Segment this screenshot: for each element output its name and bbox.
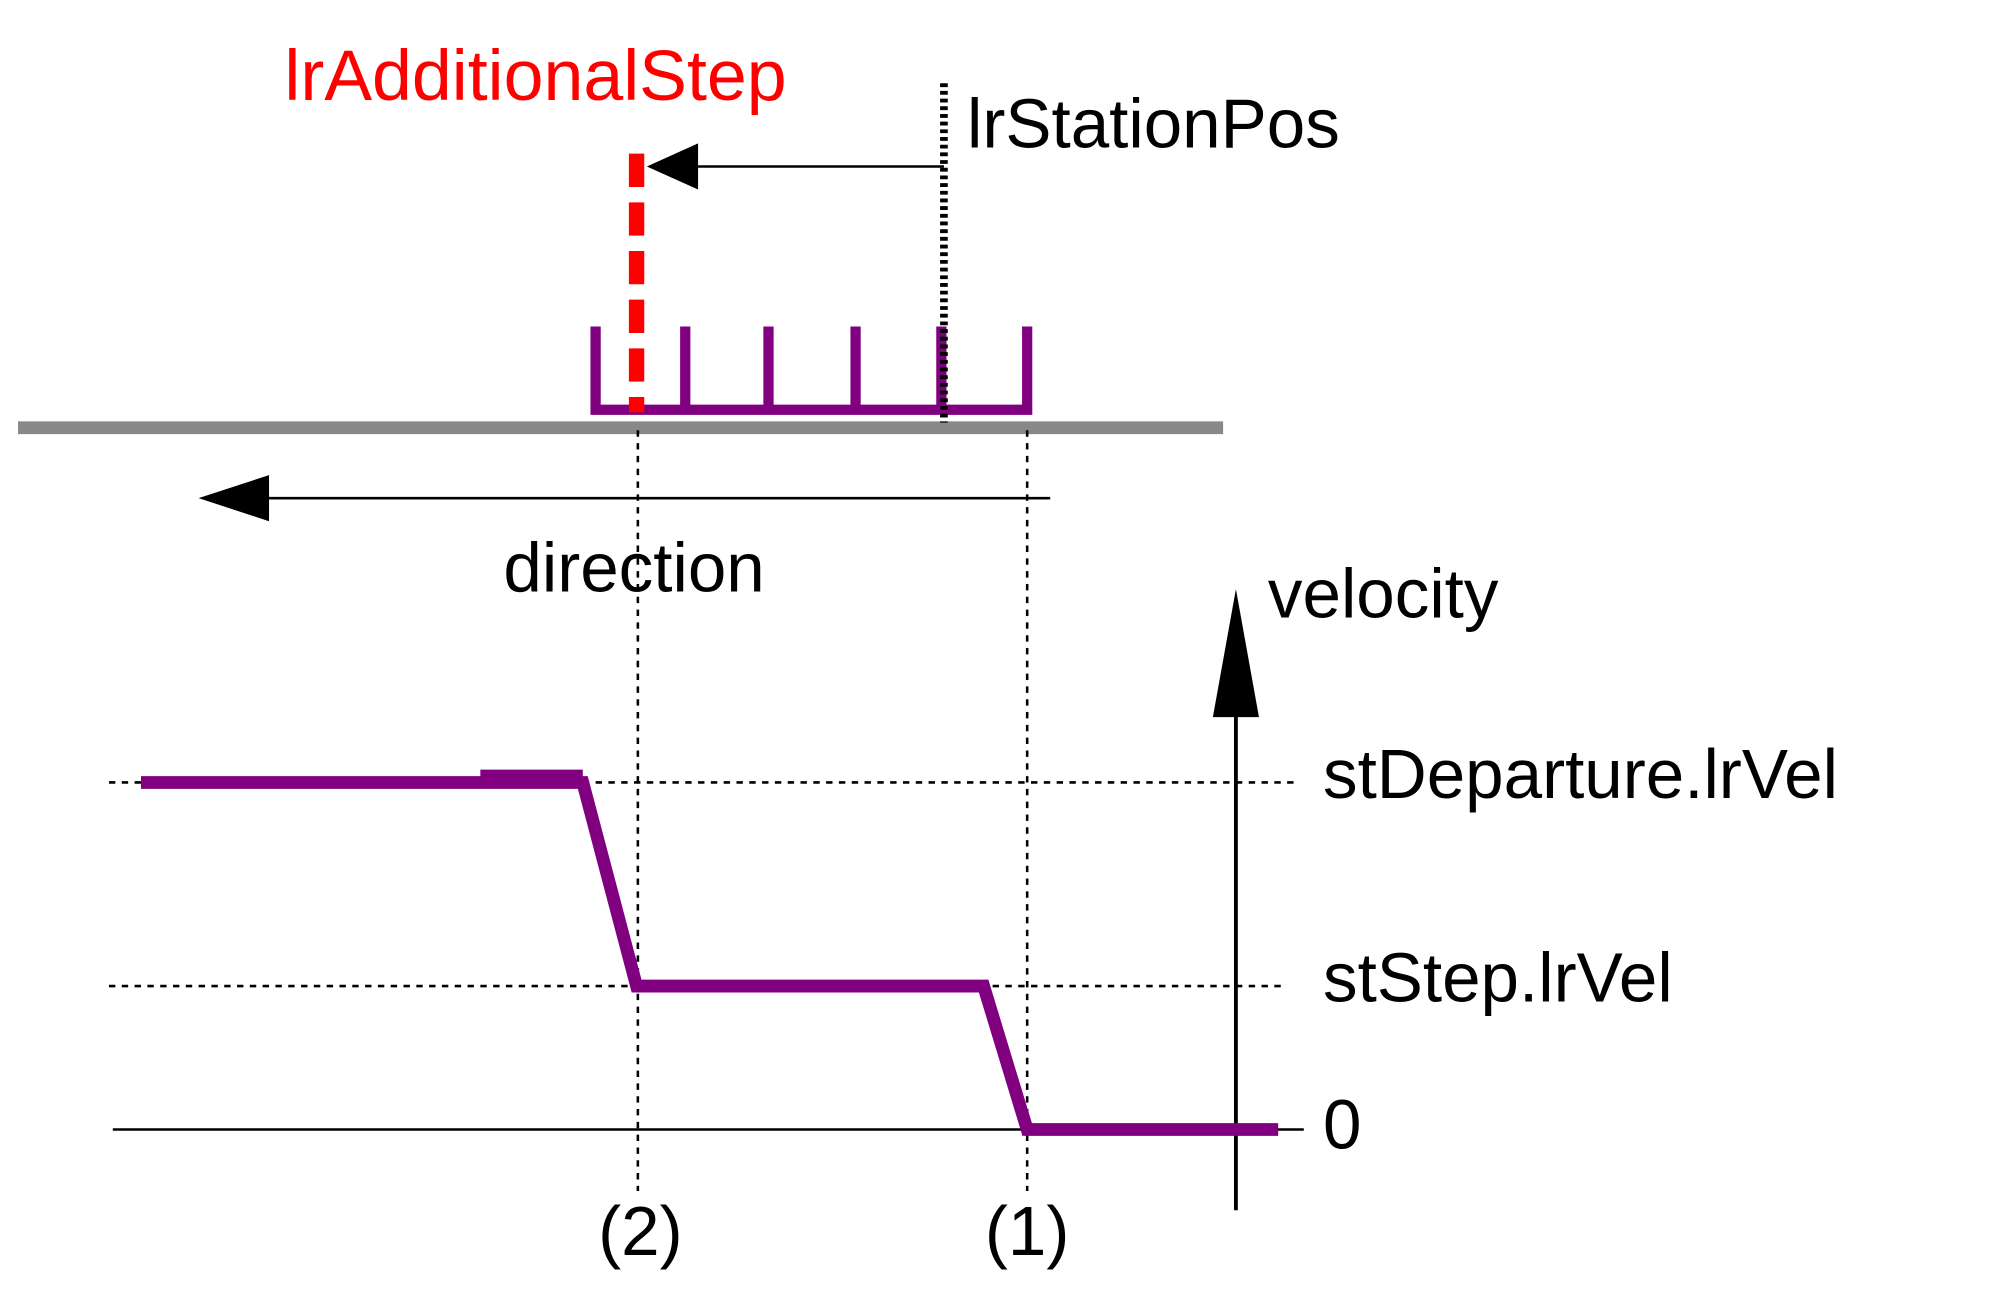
velocity-profile: [140, 769, 1279, 1136]
direction-label: direction: [503, 529, 764, 607]
step-comb: [590, 326, 1033, 415]
level-label: 0: [1323, 1086, 1361, 1164]
marker-label: (1): [985, 1192, 1070, 1270]
arrow-head: [646, 143, 699, 190]
arrow-head: [1212, 589, 1259, 718]
level-label: stStep.lrVel: [1323, 938, 1673, 1016]
marker-label: (2): [598, 1192, 683, 1270]
arrow-head: [198, 475, 270, 522]
station-pos-label: lrStationPos: [967, 84, 1340, 162]
velocity-label: velocity: [1268, 554, 1499, 632]
additional-step-label: lrAdditionalStep: [284, 36, 786, 116]
level-label: stDeparture.lrVel: [1323, 735, 1838, 813]
